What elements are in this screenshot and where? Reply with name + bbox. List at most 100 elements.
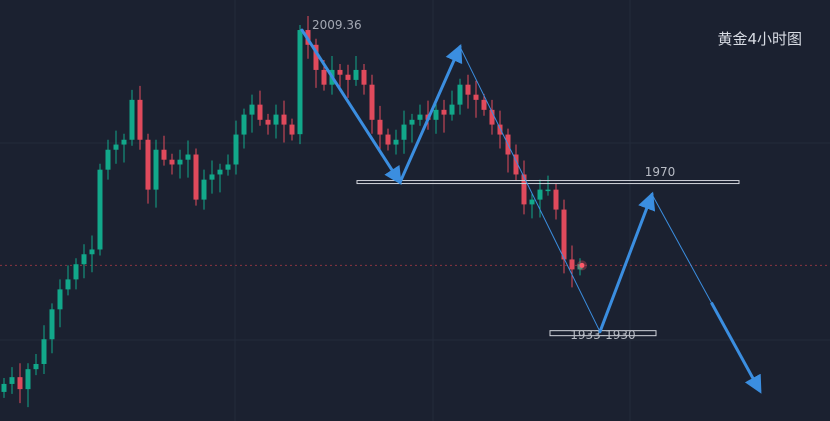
candle-body xyxy=(9,377,15,384)
candle-body xyxy=(57,289,63,310)
candle xyxy=(345,64,351,98)
candle-body xyxy=(249,104,255,115)
candle xyxy=(297,25,303,145)
candle xyxy=(521,160,527,215)
candle xyxy=(177,149,183,179)
candle-body xyxy=(489,109,495,125)
candle-body xyxy=(17,377,23,390)
candle xyxy=(57,279,63,328)
projection-arrow xyxy=(398,44,463,184)
candle-body xyxy=(561,209,567,260)
candle xyxy=(409,113,415,143)
candle xyxy=(1,377,7,398)
candle-body xyxy=(65,279,71,290)
candle-body xyxy=(433,109,439,120)
candle-body xyxy=(417,114,423,120)
candle xyxy=(361,63,367,95)
candle-body xyxy=(289,124,295,135)
candle-body xyxy=(537,189,543,200)
candle-body xyxy=(353,69,359,80)
candle xyxy=(273,104,279,139)
chart-title: 黄金4小时图 xyxy=(717,30,802,48)
candle-body xyxy=(193,154,199,200)
candle xyxy=(497,110,503,149)
candle xyxy=(209,160,215,194)
candle-body xyxy=(553,189,559,210)
candle xyxy=(249,94,255,133)
candle xyxy=(289,118,295,141)
candle xyxy=(9,367,15,394)
candle xyxy=(513,144,519,181)
candle xyxy=(105,139,111,180)
candle-body xyxy=(1,383,7,392)
candle xyxy=(385,128,391,151)
candle xyxy=(417,104,423,126)
projection-arrow xyxy=(300,28,402,185)
candle-body xyxy=(97,169,103,250)
candle-body xyxy=(209,174,215,180)
candle-body xyxy=(113,144,119,150)
projection-arrow xyxy=(459,46,601,333)
projection-arrow xyxy=(598,191,656,334)
candle-body xyxy=(457,84,463,105)
candle-body xyxy=(137,99,143,140)
candle xyxy=(161,135,167,166)
candle-body xyxy=(521,174,527,205)
candle xyxy=(97,163,103,256)
candle-body xyxy=(145,139,151,190)
candle xyxy=(185,140,191,178)
candle xyxy=(225,154,231,176)
candle-body xyxy=(409,119,415,125)
candle xyxy=(257,90,263,126)
candle xyxy=(393,129,399,155)
candle-body xyxy=(465,84,471,95)
candle-body xyxy=(49,309,55,340)
candle-body xyxy=(41,339,47,364)
candle xyxy=(153,139,159,208)
candle xyxy=(569,245,575,288)
candle xyxy=(137,85,143,150)
candle-body xyxy=(545,189,551,192)
candle xyxy=(89,235,95,273)
candle-body xyxy=(481,99,487,110)
candle-body xyxy=(73,264,79,280)
candle-body xyxy=(449,104,455,115)
candle xyxy=(481,93,487,116)
candle-body xyxy=(297,30,303,135)
candle-body xyxy=(129,99,135,140)
candle-body xyxy=(265,119,271,125)
candle-body xyxy=(177,159,183,165)
candle-body xyxy=(273,114,279,125)
candle-body xyxy=(377,119,383,135)
candle xyxy=(193,148,199,206)
candle xyxy=(81,244,87,279)
candle-body xyxy=(529,199,535,205)
candle xyxy=(465,74,471,109)
candle xyxy=(281,100,287,143)
candle-body xyxy=(473,94,479,100)
candle-body xyxy=(361,69,367,85)
candle xyxy=(33,354,39,376)
candle-body xyxy=(385,134,391,145)
candle-body xyxy=(153,149,159,190)
candle xyxy=(537,179,543,218)
candle xyxy=(449,90,455,121)
candle xyxy=(545,175,551,196)
candle-body xyxy=(345,74,351,80)
candle xyxy=(73,258,79,290)
candle-body xyxy=(257,104,263,120)
candle-body xyxy=(89,249,95,255)
candle xyxy=(41,325,47,374)
candle xyxy=(201,169,207,210)
candle-body xyxy=(201,179,207,200)
candle xyxy=(49,303,55,354)
support-zone-label: 1933-1930 xyxy=(570,328,635,342)
candle-body xyxy=(81,254,87,265)
candle xyxy=(337,63,343,89)
candle-body xyxy=(25,369,31,390)
candle-body xyxy=(281,114,287,125)
candle-body xyxy=(401,124,407,140)
current-price-dot xyxy=(579,262,585,268)
candle xyxy=(145,133,151,204)
